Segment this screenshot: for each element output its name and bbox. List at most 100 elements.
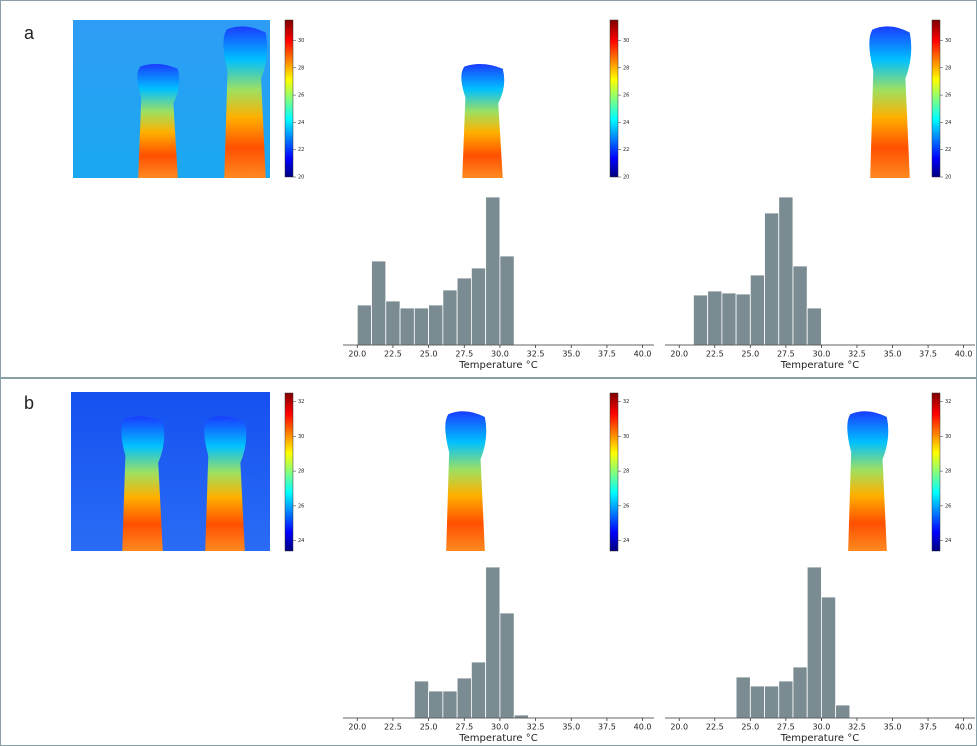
- colorbar-tick-label: 32: [298, 399, 304, 405]
- x-tick-label: 22.5: [384, 350, 402, 359]
- x-tick-label: 27.5: [777, 723, 795, 732]
- foot: [869, 26, 912, 179]
- x-tick-label: 40.0: [955, 723, 973, 732]
- foot: [121, 416, 165, 551]
- foot: [445, 411, 487, 551]
- x-tick-label: 30.0: [491, 723, 509, 732]
- colorbar: [609, 392, 619, 552]
- x-tick-label: 37.5: [919, 723, 937, 732]
- colorbar-tick-label: 26: [945, 93, 951, 99]
- colorbar-tick-label: 24: [298, 538, 304, 544]
- x-axis-label: Temperature °C: [780, 360, 860, 371]
- x-tick-label: 27.5: [455, 723, 473, 732]
- colorbar-tick-label: 22: [298, 147, 304, 153]
- x-tick-label: 37.5: [598, 350, 616, 359]
- bar: [749, 274, 765, 346]
- x-tick-label: 40.0: [955, 350, 973, 359]
- x-tick-label: 20.0: [670, 723, 688, 732]
- x-tick-label: 35.0: [562, 723, 580, 732]
- colorbar-tick-label: 26: [298, 503, 304, 509]
- bar: [778, 196, 794, 346]
- bar: [485, 196, 501, 346]
- bar: [693, 294, 709, 346]
- x-tick-label: 25.0: [741, 350, 759, 359]
- bar: [499, 255, 515, 346]
- bar: [792, 666, 808, 719]
- bar: [721, 292, 737, 346]
- bar: [442, 289, 458, 346]
- foot: [223, 26, 268, 179]
- x-tick-label: 32.5: [848, 723, 866, 732]
- colorbar-tick-label: 28: [623, 469, 629, 475]
- x-tick-label: 40.0: [634, 723, 652, 732]
- colorbar: [609, 19, 619, 178]
- colorbar-tick-label: 28: [298, 65, 304, 71]
- bar: [428, 690, 444, 719]
- colorbar-tick-label: 20: [298, 175, 304, 181]
- x-tick-label: 25.0: [420, 723, 438, 732]
- bar: [428, 304, 444, 346]
- bar: [470, 661, 487, 719]
- x-axis-label: Temperature °C: [458, 733, 538, 744]
- x-tick-label: 37.5: [598, 723, 616, 732]
- colorbar: [931, 19, 941, 178]
- x-tick-label: 32.5: [848, 350, 866, 359]
- bar: [485, 566, 501, 719]
- x-tick-label: 22.5: [706, 723, 724, 732]
- colorbar-tick-label: 24: [945, 120, 951, 126]
- colorbar-tick-label: 26: [623, 503, 629, 509]
- foot: [204, 416, 247, 551]
- bar: [413, 680, 429, 719]
- colorbar-tick-label: 22: [945, 147, 951, 153]
- x-tick-label: 35.0: [884, 723, 902, 732]
- feet: [121, 26, 912, 551]
- x-axis-label: Temperature °C: [458, 360, 538, 371]
- colorbar-tick-label: 20: [623, 175, 629, 181]
- bar: [821, 596, 837, 719]
- colorbar-tick-label: 22: [623, 147, 629, 153]
- bar: [456, 677, 472, 719]
- bar: [470, 267, 487, 346]
- panel-label: a: [24, 23, 35, 43]
- bar: [735, 293, 751, 346]
- colorbar-tick-label: 32: [945, 399, 951, 405]
- x-tick-label: 20.0: [348, 350, 366, 359]
- colorbar-tick-label: 30: [945, 38, 951, 44]
- bar: [778, 680, 794, 719]
- x-tick-label: 27.5: [777, 350, 795, 359]
- x-tick-label: 25.0: [420, 350, 438, 359]
- colorbar-tick-label: 26: [945, 503, 951, 509]
- x-tick-label: 35.0: [884, 350, 902, 359]
- colorbar-tick-label: 26: [298, 93, 304, 99]
- bar: [499, 612, 515, 719]
- x-tick-label: 20.0: [348, 723, 366, 732]
- colorbar-tick-label: 30: [623, 434, 629, 440]
- colorbar-tick-label: 30: [945, 434, 951, 440]
- colorbar-tick-label: 24: [623, 538, 629, 544]
- colorbar-tick-label: 28: [623, 65, 629, 71]
- colorbar-tick-label: 32: [623, 399, 629, 405]
- foot: [847, 411, 889, 551]
- colorbar-tick-label: 28: [945, 65, 951, 71]
- bar: [806, 566, 822, 719]
- colorbar-tick-label: 24: [298, 120, 304, 126]
- x-tick-label: 20.0: [670, 350, 688, 359]
- bar: [456, 277, 472, 346]
- foot: [137, 64, 180, 178]
- colorbar-tick-label: 30: [298, 38, 304, 44]
- x-tick-label: 22.5: [384, 723, 402, 732]
- x-tick-label: 27.5: [455, 350, 473, 359]
- bar: [413, 307, 429, 346]
- colorbar-tick-label: 28: [945, 469, 951, 475]
- bar: [806, 307, 822, 346]
- bar: [735, 676, 751, 719]
- bar: [835, 704, 851, 719]
- x-axis-label: Temperature °C: [780, 733, 860, 744]
- bar: [442, 690, 458, 719]
- foot: [461, 64, 505, 178]
- bar: [707, 290, 723, 346]
- colorbar-tick-label: 30: [298, 434, 304, 440]
- colorbar-tick-label: 24: [945, 538, 951, 544]
- colorbar-tick-label: 30: [623, 38, 629, 44]
